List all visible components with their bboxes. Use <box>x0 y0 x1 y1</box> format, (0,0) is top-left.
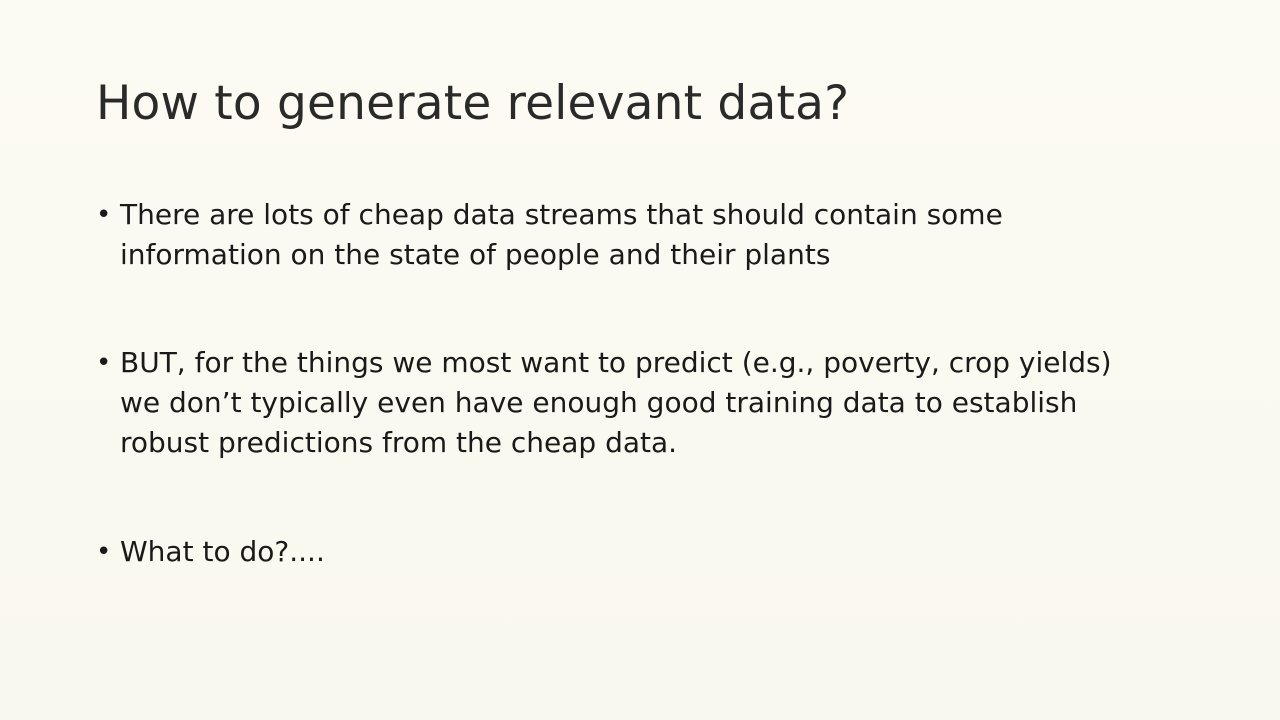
slide-title: How to generate relevant data? <box>96 76 850 131</box>
bullet-item: • What to do?.... <box>96 532 1206 572</box>
bullet-line: robust predictions from the cheap data. <box>120 426 678 459</box>
bullet-marker: • <box>96 200 112 230</box>
bullet-text: There are lots of cheap data streams tha… <box>120 195 1003 275</box>
bullet-marker: • <box>96 537 112 567</box>
bullet-line: information on the state of people and t… <box>120 238 831 271</box>
bullet-line: What to do?.... <box>120 535 325 568</box>
bullet-item: • There are lots of cheap data streams t… <box>96 195 1206 275</box>
bullet-line: BUT, for the things we most want to pred… <box>120 346 1112 379</box>
bullet-line: we don’t typically even have enough good… <box>120 386 1078 419</box>
bullet-marker: • <box>96 348 112 378</box>
bullet-line: There are lots of cheap data streams tha… <box>120 198 1003 231</box>
bullet-item: • BUT, for the things we most want to pr… <box>96 343 1206 463</box>
bullet-text: What to do?.... <box>120 532 325 572</box>
bullet-text: BUT, for the things we most want to pred… <box>120 343 1112 463</box>
